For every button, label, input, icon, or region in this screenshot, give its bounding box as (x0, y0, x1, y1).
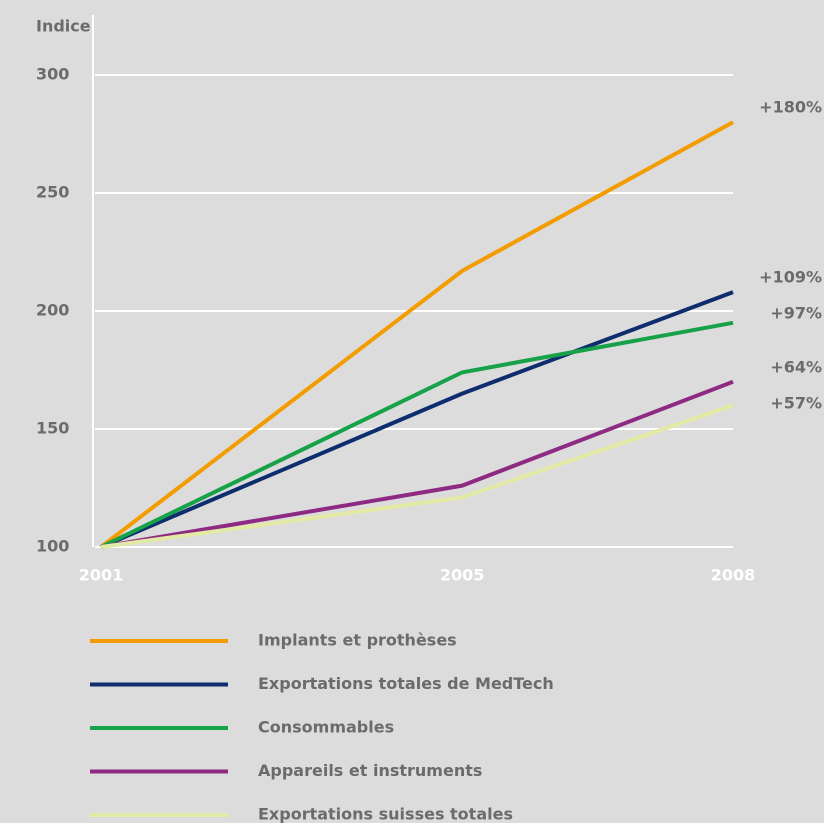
legend-label: Exportations totales de MedTech (258, 674, 554, 693)
end-annotation: +109% (759, 268, 822, 287)
x-tick-label: 2001 (79, 566, 124, 585)
end-annotation: +64% (770, 357, 822, 376)
end-annotation: +180% (759, 98, 822, 117)
legend-label: Implants et prothèses (258, 631, 457, 650)
legend-label: Exportations suisses totales (258, 805, 513, 823)
legend-label: Consommables (258, 718, 394, 737)
y-tick-label: 300 (36, 65, 69, 84)
series-line (100, 403, 734, 549)
y-tick-label: 250 (36, 183, 69, 202)
series-line (100, 290, 734, 549)
y-tick-label: 150 (36, 419, 69, 438)
y-axis-label: Indice (36, 17, 91, 36)
series-line (100, 320, 734, 549)
x-tick-label: 2005 (440, 566, 485, 585)
end-annotation: +97% (770, 304, 822, 323)
series-line (100, 379, 734, 549)
x-tick-label: 2008 (711, 566, 756, 585)
y-tick-label: 100 (36, 537, 69, 556)
y-tick-label: 200 (36, 301, 69, 320)
end-annotation: +57% (770, 393, 822, 412)
legend-label: Appareils et instruments (258, 761, 482, 780)
series-line (99, 120, 734, 549)
